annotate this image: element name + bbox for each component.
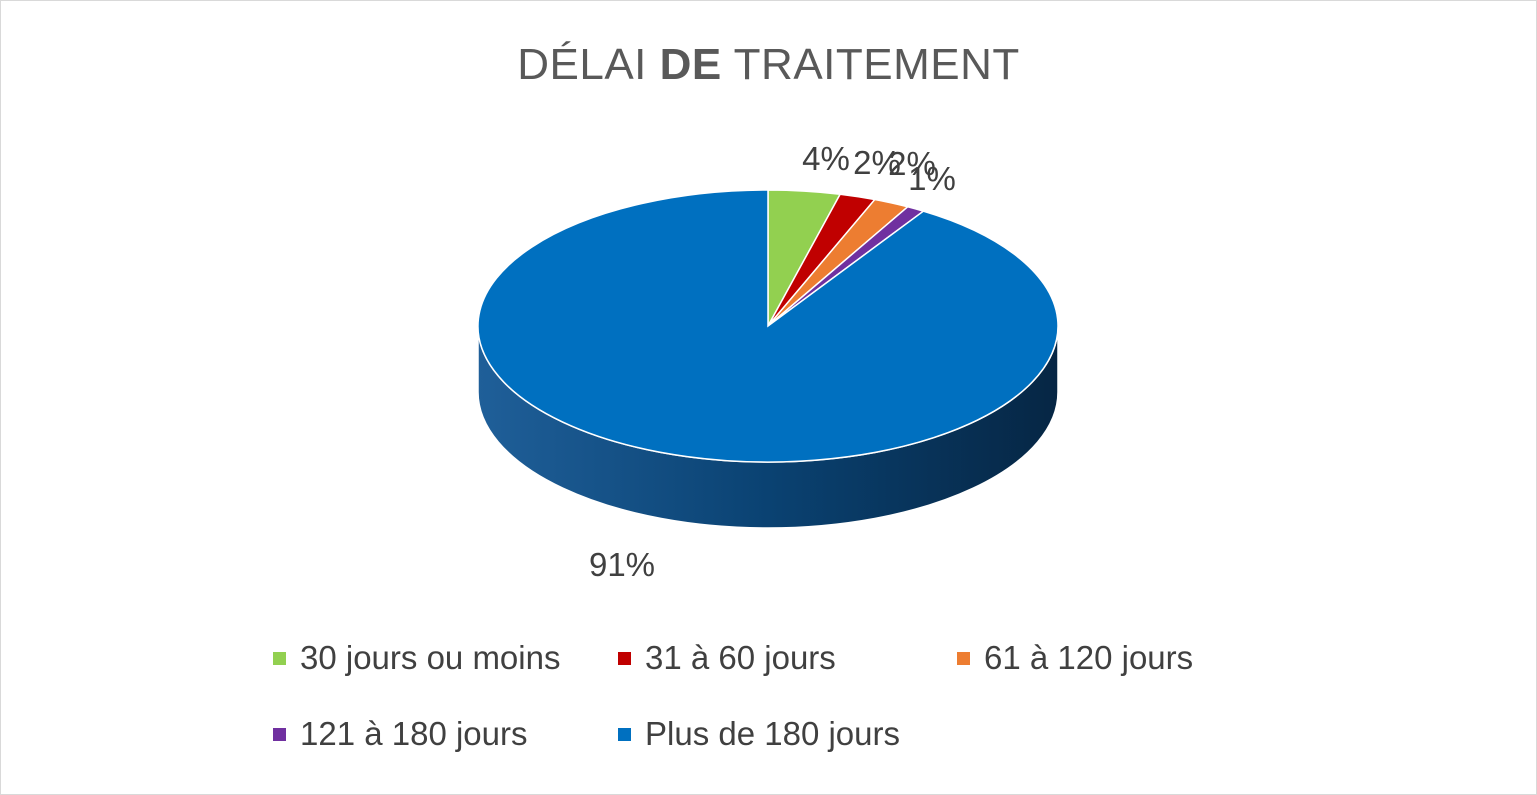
chart-title: DÉLAI DE TRAITEMENT xyxy=(0,40,1537,90)
chart-title-part-3: TRAITEMENT xyxy=(721,40,1020,89)
data-label-1: 4% xyxy=(802,140,850,177)
pie-slice-5 xyxy=(477,189,1059,463)
pie-data-labels: 4% 2%2%1%91% xyxy=(589,140,956,583)
chart-title-part-1: DÉLAI xyxy=(517,40,660,89)
data-label-4: 1% xyxy=(908,160,956,197)
chart-title-part-2: DE xyxy=(659,40,722,89)
data-label-3: 2% xyxy=(888,145,936,182)
data-label-2: 2% xyxy=(853,144,901,181)
pie-slices xyxy=(477,189,1059,463)
data-label-5: 91% xyxy=(589,546,655,583)
